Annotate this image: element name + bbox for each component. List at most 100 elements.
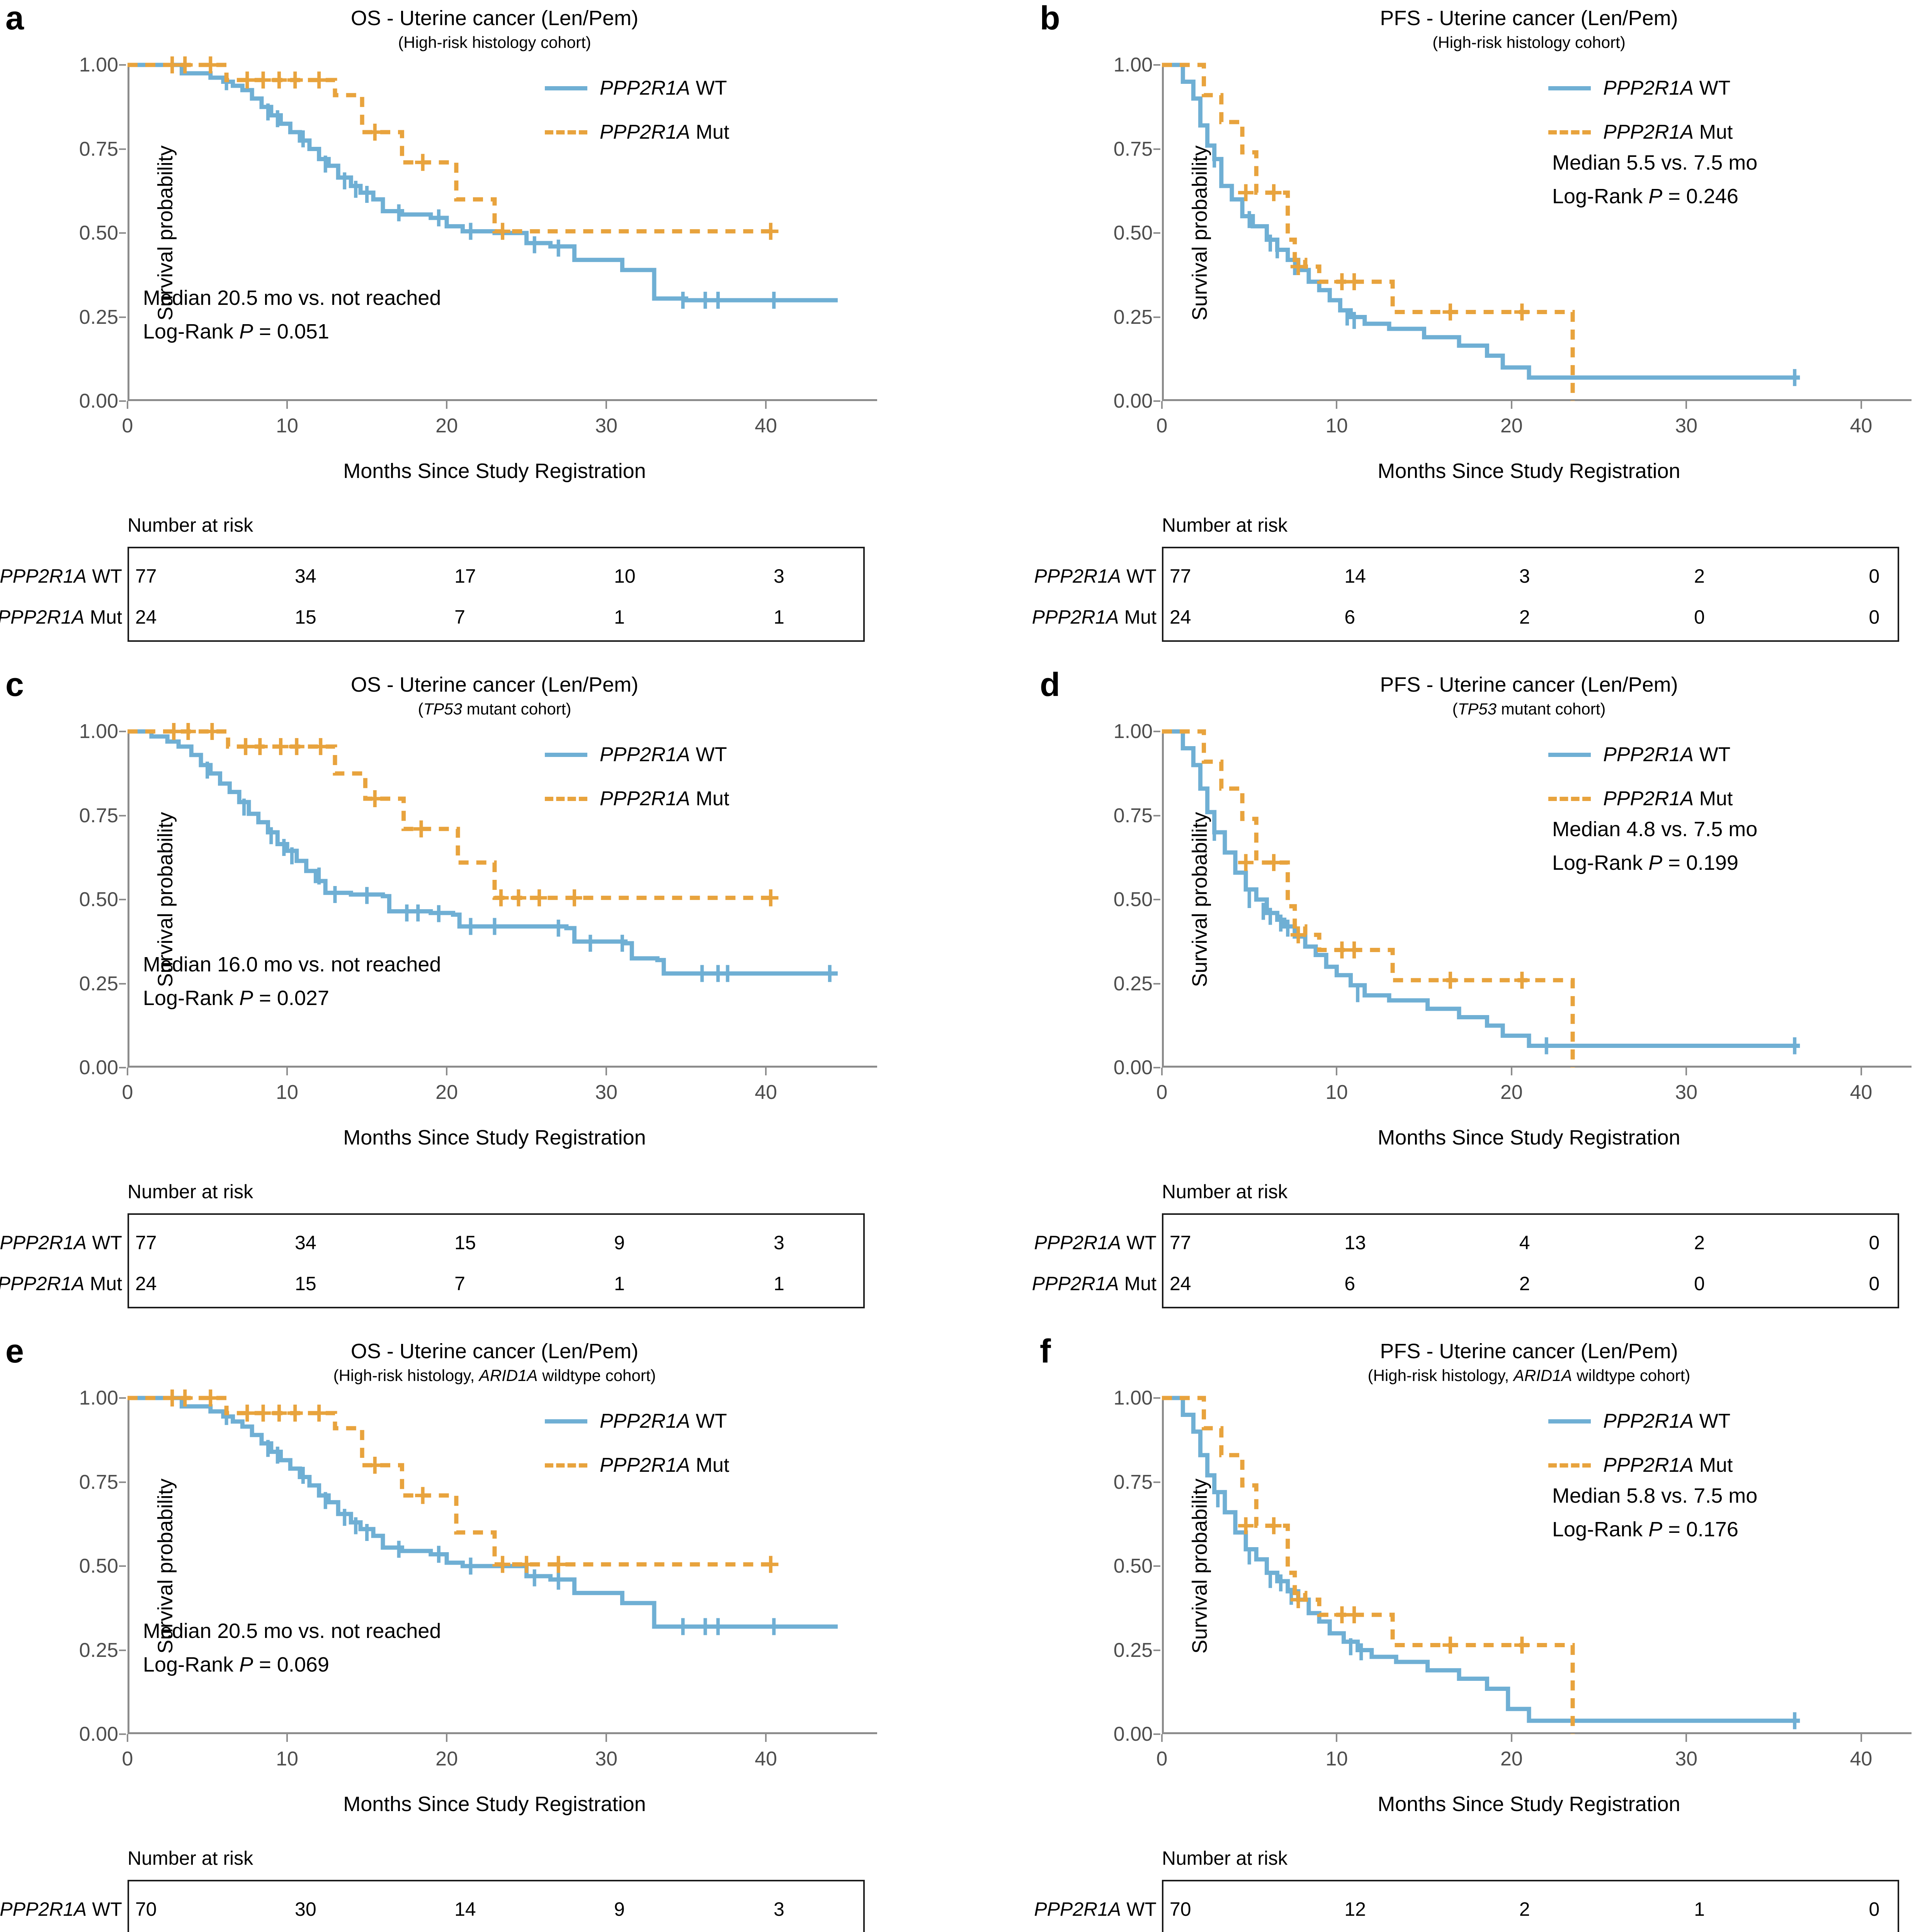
y-tick-label: 1.00 xyxy=(79,54,118,76)
legend: PPP2R1A WT PPP2R1A Mut xyxy=(1548,743,1733,831)
stats-annotation: Median 20.5 mo vs. not reached Log-Rank P… xyxy=(143,281,441,349)
logrank-text: Log-Rank P = 0.246 xyxy=(1552,185,1738,208)
stats-annotation: Median 4.8 vs. 7.5 mo Log-Rank P = 0.199 xyxy=(1552,813,1757,880)
risk-table: PPP2R1A WT 77 34 15 9 3 PPP2R1A Mut 24 15 7 1 1 xyxy=(0,1213,865,1308)
y-tick-mark xyxy=(1153,148,1160,150)
x-tick-label: 20 xyxy=(435,1081,458,1104)
risk-cell: 12 xyxy=(1344,1898,1366,1920)
risk-row-label: PPP2R1A Mut xyxy=(0,1273,122,1294)
x-tick-label: 40 xyxy=(755,1748,777,1770)
x-tick-label: 30 xyxy=(595,1748,618,1770)
y-axis-line xyxy=(1162,731,1164,1068)
y-tick-mark xyxy=(1153,1397,1160,1399)
risk-cell: 0 xyxy=(1869,1898,1880,1920)
risk-cell: 4 xyxy=(1519,1232,1530,1253)
x-tick-mark xyxy=(1860,1068,1862,1075)
x-tick-mark xyxy=(1161,1734,1163,1742)
km-curves xyxy=(1162,1396,1800,1734)
x-tick-label: 0 xyxy=(122,415,133,437)
km-curve-wt xyxy=(128,63,838,303)
panel-subtitle: (High-risk histology cohort) xyxy=(1432,33,1626,52)
y-tick-label: 1.00 xyxy=(1113,720,1153,743)
legend-item-wt: PPP2R1A WT xyxy=(545,77,729,100)
panel-title: PFS - Uterine cancer (Len/Pem) xyxy=(1380,1340,1678,1363)
y-axis-line xyxy=(1162,65,1164,401)
risk-cell: 1 xyxy=(1694,1898,1705,1920)
panel-subtitle: (High-risk histology, ARID1A wildtype co… xyxy=(333,1366,656,1385)
risk-cell: 24 xyxy=(135,606,157,628)
x-axis-line xyxy=(128,1066,877,1068)
x-axis-line xyxy=(128,399,877,401)
y-tick-mark xyxy=(119,983,126,985)
y-tick-label: 0.50 xyxy=(1113,888,1153,911)
x-tick-mark xyxy=(1336,1734,1338,1742)
x-tick-mark xyxy=(1161,1068,1163,1075)
legend-label-wt: PPP2R1A WT xyxy=(1603,77,1731,99)
legend-label-wt: PPP2R1A WT xyxy=(600,743,727,766)
y-tick-label: 0.75 xyxy=(1113,1471,1153,1493)
legend-item-wt: PPP2R1A WT xyxy=(1548,1410,1733,1433)
panel-title: PFS - Uterine cancer (Len/Pem) xyxy=(1380,673,1678,696)
legend-label-mut: PPP2R1A Mut xyxy=(1603,787,1733,810)
risk-cell: 9 xyxy=(614,1898,625,1920)
risk-row-label: PPP2R1A WT xyxy=(1034,1232,1156,1253)
median-text: Median 5.5 vs. 7.5 mo xyxy=(1552,151,1758,174)
x-tick-label: 40 xyxy=(1850,1081,1872,1104)
km-curve-wt xyxy=(128,1396,838,1629)
y-tick-mark xyxy=(1153,1733,1160,1735)
panel-f: f PFS - Uterine cancer (Len/Pem) (High-ris… xyxy=(1034,1333,1932,1932)
y-tick-mark xyxy=(119,316,126,318)
x-tick-label: 40 xyxy=(1850,415,1872,437)
y-tick-mark xyxy=(119,1733,126,1735)
x-tick-label: 20 xyxy=(435,1748,458,1770)
y-tick-label: 0.50 xyxy=(79,222,118,244)
y-tick-mark xyxy=(1153,1067,1160,1068)
x-tick-mark xyxy=(286,1734,288,1742)
x-tick-label: 30 xyxy=(595,1081,618,1104)
stats-annotation: Median 5.5 vs. 7.5 mo Log-Rank P = 0.246 xyxy=(1552,146,1757,214)
logrank-text: Log-Rank P = 0.069 xyxy=(143,1653,329,1677)
panel-d: d PFS - Uterine cancer (Len/Pem) (TP53 mut… xyxy=(1032,667,1932,1333)
y-tick-label: 1.00 xyxy=(1113,54,1153,76)
panel-subtitle: (TP53 mutant cohort) xyxy=(418,700,571,718)
x-tick-mark xyxy=(1860,1734,1862,1742)
legend-swatch-mut xyxy=(1548,1463,1591,1468)
x-tick-mark xyxy=(446,1068,448,1075)
x-tick-mark xyxy=(765,1068,767,1075)
legend-item-mut: PPP2R1A Mut xyxy=(545,121,729,144)
x-tick-mark xyxy=(446,401,448,409)
x-axis-line xyxy=(1162,399,1912,401)
x-tick-mark xyxy=(127,1068,128,1075)
risk-cell: 17 xyxy=(454,565,476,587)
legend-swatch-mut xyxy=(545,1463,587,1468)
x-tick-label: 0 xyxy=(122,1081,133,1104)
x-tick-mark xyxy=(1685,1734,1687,1742)
logrank-text: Log-Rank P = 0.051 xyxy=(143,320,329,344)
panel-letter: c xyxy=(5,666,24,703)
km-curves xyxy=(1162,729,1800,1068)
x-axis-line xyxy=(1162,1732,1912,1734)
plot-area: Survival probability 0.00 0.25 0.50 0.75 1.00… xyxy=(1114,720,1912,1149)
legend-item-wt: PPP2R1A WT xyxy=(1548,743,1733,766)
risk-table: PPP2R1A WT 77 13 4 2 0 PPP2R1A Mut 24 6 2 0 0 xyxy=(1032,1213,1899,1308)
risk-cell: 2 xyxy=(1694,565,1705,587)
x-tick-mark xyxy=(286,1068,288,1075)
x-tick-label: 40 xyxy=(755,1081,777,1104)
risk-cell: 9 xyxy=(614,1232,625,1253)
stats-annotation: Median 5.8 vs. 7.5 mo Log-Rank P = 0.176 xyxy=(1552,1479,1757,1547)
risk-cell: 15 xyxy=(454,1232,476,1253)
legend-label-wt: PPP2R1A WT xyxy=(1603,1410,1731,1432)
risk-cell: 2 xyxy=(1519,1898,1530,1920)
legend-item-wt: PPP2R1A WT xyxy=(545,1410,729,1433)
panel-a: a OS - Uterine cancer (Len/Pem) (High-risk… xyxy=(0,0,1028,667)
panel-letter: a xyxy=(5,0,24,37)
panel-titles: PFS - Uterine cancer (Len/Pem) (High-risk… xyxy=(1162,1340,1896,1385)
median-text: Median 4.8 vs. 7.5 mo xyxy=(1552,818,1758,841)
y-axis-line xyxy=(1162,1398,1164,1734)
plot-area: Survival probability 0.00 0.25 0.50 0.75 1.00… xyxy=(79,720,877,1149)
km-curve-mut xyxy=(1162,63,1575,401)
x-axis-line xyxy=(1162,1066,1912,1068)
risk-cell: 3 xyxy=(1519,565,1530,587)
y-tick-label: 1.00 xyxy=(79,720,118,743)
risk-table-title: Number at risk xyxy=(128,1847,253,1869)
